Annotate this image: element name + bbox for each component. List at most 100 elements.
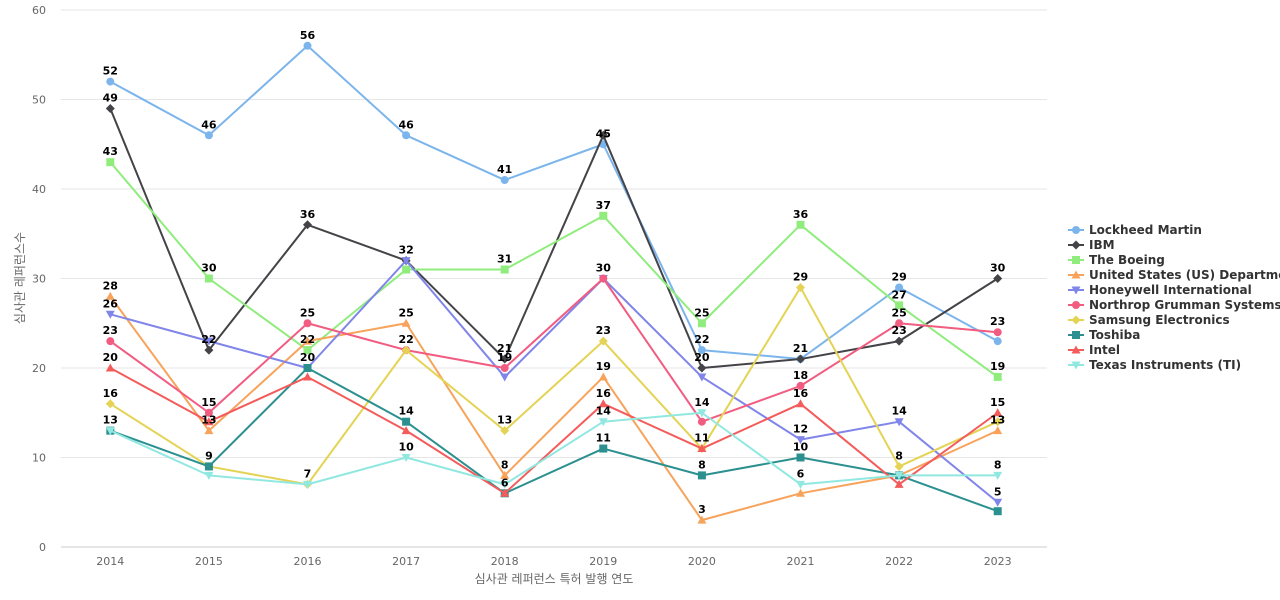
data-point <box>204 408 213 417</box>
data-point <box>500 488 510 497</box>
legend-item[interactable]: The Boeing <box>1068 253 1165 267</box>
series-line <box>110 259 999 504</box>
legend-item[interactable]: Intel <box>1068 343 1120 357</box>
data-label: 10 <box>398 441 414 454</box>
data-label: 46 <box>398 118 414 131</box>
data-label: 14 <box>398 405 414 418</box>
legend-marker <box>1072 256 1080 264</box>
data-label: 19 <box>596 360 611 373</box>
data-label: 20 <box>103 351 119 364</box>
data-point <box>796 399 805 408</box>
legend-item[interactable]: Samsung Electronics <box>1068 313 1230 327</box>
legend-item[interactable]: Northrop Grumman Systems <box>1068 298 1280 312</box>
data-point <box>598 130 608 140</box>
data-label: 21 <box>793 342 808 355</box>
data-label: 11 <box>694 432 709 445</box>
legend-item[interactable]: Lockheed Martin <box>1068 223 1202 237</box>
data-point <box>697 515 707 524</box>
data-label: 9 <box>205 449 213 462</box>
data-point <box>599 274 608 283</box>
data-point <box>204 426 214 435</box>
legend-item[interactable]: United States (US) Departme... <box>1068 268 1280 282</box>
data-point <box>303 220 312 230</box>
data-point <box>894 336 904 346</box>
data-point <box>105 291 115 300</box>
data-label: 10 <box>793 441 809 454</box>
data-label: 25 <box>694 306 709 319</box>
x-tick-label: 2021 <box>787 555 815 568</box>
x-axis-ticks: 2014 2015 2016 2017 2018 2019 2020 2021 2022 2023 <box>96 555 1011 568</box>
data-point <box>796 480 805 489</box>
legend-label: The Boeing <box>1089 253 1165 267</box>
data-label: 8 <box>698 458 706 471</box>
y-tick-label: 40 <box>32 183 46 196</box>
data-point <box>402 417 411 426</box>
legend-marker <box>1071 270 1081 279</box>
data-label: 23 <box>990 315 1005 328</box>
data-label: 43 <box>103 145 118 158</box>
series-line <box>109 277 998 423</box>
legend-item[interactable]: Honeywell International <box>1068 283 1252 297</box>
series-line <box>109 367 999 495</box>
series-layer <box>105 41 1003 524</box>
data-point <box>204 337 214 346</box>
data-label: 22 <box>300 333 315 346</box>
data-point <box>500 364 509 372</box>
legend-label: United States (US) Departme... <box>1089 268 1280 282</box>
data-point <box>697 319 706 328</box>
data-label: 13 <box>103 414 118 427</box>
data-point <box>697 409 707 418</box>
data-label: 23 <box>891 324 906 337</box>
data-point <box>993 471 1003 480</box>
legend-marker <box>1071 240 1081 250</box>
series-line <box>109 108 999 369</box>
data-point <box>303 41 312 50</box>
legend-item[interactable]: IBM <box>1068 238 1115 252</box>
data-label: 27 <box>891 288 906 301</box>
data-point <box>401 426 411 435</box>
data-point <box>598 336 608 346</box>
data-point <box>401 257 411 266</box>
data-point <box>106 77 115 86</box>
data-point <box>796 282 805 292</box>
data-point <box>697 444 707 453</box>
data-point <box>500 426 510 436</box>
data-label: 13 <box>990 414 1005 427</box>
data-point <box>204 131 213 140</box>
data-labels: 5246564641452221294922363221202330433022… <box>103 29 1006 516</box>
data-label: 19 <box>497 351 512 364</box>
legend-item[interactable]: Texas Instruments (TI) <box>1068 358 1241 372</box>
data-point <box>993 328 1002 337</box>
data-point <box>105 310 115 319</box>
y-tick-label: 20 <box>32 362 46 375</box>
data-point <box>402 131 411 140</box>
data-label: 8 <box>501 458 509 471</box>
y-tick-label: 60 <box>32 4 46 17</box>
data-label: 30 <box>596 262 612 275</box>
data-point <box>894 418 904 427</box>
data-point <box>993 426 1003 435</box>
legend-item[interactable]: Toshiba <box>1068 328 1140 342</box>
data-point <box>204 274 213 283</box>
series-line <box>109 161 999 378</box>
data-label: 25 <box>300 306 315 319</box>
data-point <box>796 354 805 364</box>
series-0 <box>106 41 1002 364</box>
x-tick-label: 2014 <box>96 555 124 568</box>
legend-marker <box>1072 226 1080 234</box>
data-label: 26 <box>103 297 119 310</box>
data-label: 14 <box>694 396 710 409</box>
legend-marker <box>1071 345 1081 354</box>
data-point <box>303 336 312 345</box>
data-point <box>697 417 706 426</box>
legend-label: Honeywell International <box>1089 283 1252 297</box>
legend-label: Toshiba <box>1089 328 1140 342</box>
legend-marker <box>1071 315 1081 325</box>
data-label: 13 <box>497 414 512 427</box>
data-point <box>204 417 214 426</box>
data-label: 20 <box>300 351 316 364</box>
x-axis-title: 심사관 레퍼런스 특허 발행 연도 <box>475 571 634 586</box>
grid-lines <box>61 9 1047 548</box>
data-point <box>500 480 510 489</box>
data-label: 36 <box>300 208 316 221</box>
